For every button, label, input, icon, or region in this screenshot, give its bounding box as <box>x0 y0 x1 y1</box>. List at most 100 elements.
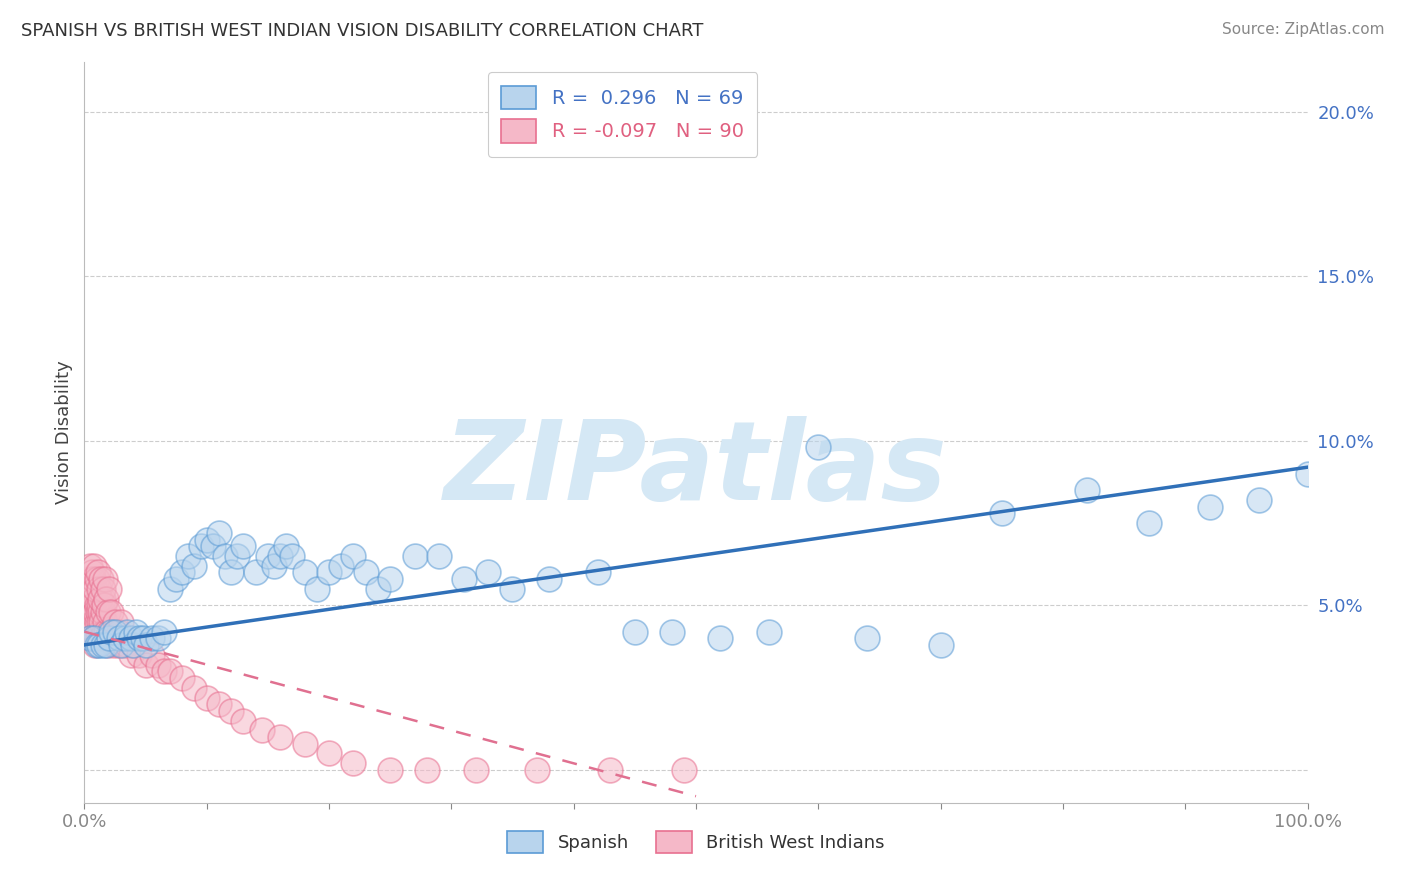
Point <box>77 572 100 586</box>
Point <box>132 632 155 646</box>
Point <box>83 558 105 573</box>
Point <box>146 632 169 646</box>
Point <box>84 605 107 619</box>
Point <box>269 730 291 744</box>
Text: Source: ZipAtlas.com: Source: ZipAtlas.com <box>1222 22 1385 37</box>
Point <box>226 549 249 563</box>
Point <box>104 615 127 629</box>
Point <box>86 599 108 613</box>
Point <box>269 549 291 563</box>
Point <box>1076 483 1098 498</box>
Point <box>201 539 224 553</box>
Point <box>107 638 129 652</box>
Point <box>135 657 157 672</box>
Point <box>856 632 879 646</box>
Point <box>82 572 104 586</box>
Point <box>195 533 218 547</box>
Point <box>90 572 112 586</box>
Point <box>93 624 115 639</box>
Point <box>526 763 548 777</box>
Point <box>89 624 111 639</box>
Point <box>89 605 111 619</box>
Point <box>214 549 236 563</box>
Point <box>100 605 122 619</box>
Point <box>82 599 104 613</box>
Point <box>86 572 108 586</box>
Point <box>159 664 181 678</box>
Point <box>141 632 163 646</box>
Point <box>929 638 952 652</box>
Point <box>257 549 280 563</box>
Point <box>453 572 475 586</box>
Point <box>94 615 117 629</box>
Point <box>342 756 364 771</box>
Point <box>120 632 142 646</box>
Point <box>120 648 142 662</box>
Point <box>380 763 402 777</box>
Point <box>305 582 328 596</box>
Point <box>318 566 340 580</box>
Point <box>91 591 114 606</box>
Point <box>172 566 194 580</box>
Point <box>250 723 273 738</box>
Point <box>128 648 150 662</box>
Point <box>416 763 439 777</box>
Point <box>1137 516 1160 530</box>
Point <box>1198 500 1220 514</box>
Point <box>502 582 524 596</box>
Point <box>103 638 125 652</box>
Point <box>83 591 105 606</box>
Point <box>115 638 138 652</box>
Point <box>104 624 127 639</box>
Point <box>232 714 254 728</box>
Point <box>87 582 110 596</box>
Point <box>77 615 100 629</box>
Point <box>141 648 163 662</box>
Point <box>183 558 205 573</box>
Point <box>177 549 200 563</box>
Point <box>84 582 107 596</box>
Text: SPANISH VS BRITISH WEST INDIAN VISION DISABILITY CORRELATION CHART: SPANISH VS BRITISH WEST INDIAN VISION DI… <box>21 22 703 40</box>
Point <box>367 582 389 596</box>
Point <box>758 624 780 639</box>
Point <box>195 690 218 705</box>
Point <box>464 763 486 777</box>
Point <box>87 599 110 613</box>
Point <box>80 605 103 619</box>
Point <box>77 599 100 613</box>
Point <box>599 763 621 777</box>
Point <box>208 526 231 541</box>
Point <box>115 624 138 639</box>
Point <box>1296 467 1319 481</box>
Point <box>83 632 105 646</box>
Point <box>86 638 108 652</box>
Point <box>281 549 304 563</box>
Point <box>183 681 205 695</box>
Point <box>80 582 103 596</box>
Y-axis label: Vision Disability: Vision Disability <box>55 360 73 505</box>
Point <box>232 539 254 553</box>
Point <box>135 638 157 652</box>
Point <box>79 611 101 625</box>
Point <box>110 615 132 629</box>
Point <box>709 632 731 646</box>
Point <box>82 572 104 586</box>
Point <box>75 599 97 613</box>
Point <box>93 599 115 613</box>
Point <box>97 638 120 652</box>
Point <box>96 591 118 606</box>
Point <box>153 624 176 639</box>
Point <box>80 566 103 580</box>
Point <box>318 747 340 761</box>
Point <box>586 566 609 580</box>
Point <box>190 539 212 553</box>
Point <box>96 624 118 639</box>
Point <box>89 591 111 606</box>
Point <box>330 558 353 573</box>
Point <box>125 624 148 639</box>
Point <box>538 572 561 586</box>
Point <box>100 632 122 646</box>
Legend: Spanish, British West Indians: Spanish, British West Indians <box>499 824 893 861</box>
Point <box>107 632 129 646</box>
Point <box>100 624 122 639</box>
